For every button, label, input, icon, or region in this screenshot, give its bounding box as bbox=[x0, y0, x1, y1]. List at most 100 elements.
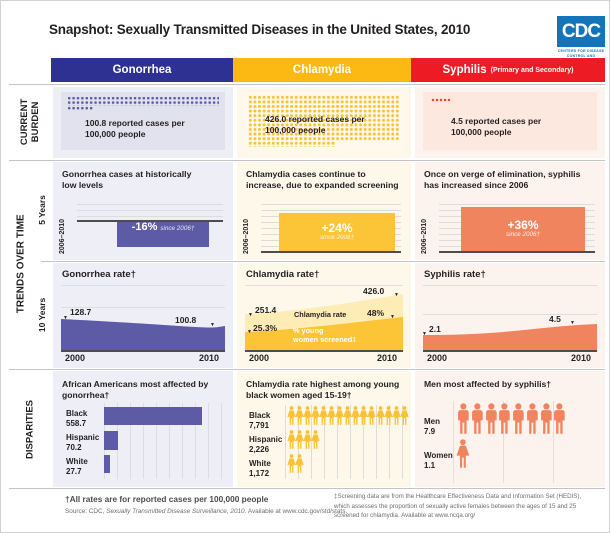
gonorrhea-start-value: 128.7 bbox=[70, 307, 92, 317]
chlamydia-burden-text: 426.0 reported cases per 100,000 people bbox=[265, 114, 365, 136]
x-axis-start: 2000 bbox=[65, 353, 86, 363]
baseline bbox=[77, 220, 223, 222]
x-axis-start: 2000 bbox=[249, 353, 270, 363]
gonorrhea-area-chart bbox=[61, 313, 225, 350]
chlamydia-header-label: Chlamydia bbox=[292, 64, 352, 76]
syphilis-10yr-title: Syphilis rate† bbox=[424, 269, 486, 280]
syphilis-change-bar: +36% since 2006† bbox=[461, 207, 585, 251]
down-marker: ▼ bbox=[390, 314, 395, 320]
chlamydia-5yr-chart: +24% since 2006† bbox=[261, 204, 401, 254]
syphilis-men-icons bbox=[456, 403, 566, 434]
gonorrhea-area-shape bbox=[61, 319, 225, 350]
gridline bbox=[423, 285, 597, 286]
syphilis-5yr-heading: Once on verge of elimination, syphilis h… bbox=[424, 169, 581, 190]
gonorrhea-10yr-title: Gonorrhea rate† bbox=[62, 269, 136, 280]
syphilis-women-label: Women 1.1 bbox=[424, 451, 453, 470]
chlamydia-black-label: Black 7,791 bbox=[249, 411, 271, 430]
gonorrhea-5yr-heading: Gonorrhea cases at historically low leve… bbox=[62, 169, 192, 190]
row-label-5-years: 5 Years bbox=[37, 195, 48, 225]
chlamydia-5yr-cell: Chlamydia cases continue to increase, du… bbox=[237, 162, 411, 260]
gonorrhea-10yr-cell: Gonorrhea rate† ▼ 128.7 100.8 ▼ 2000 201… bbox=[53, 263, 233, 368]
gridline bbox=[61, 285, 225, 286]
chlamydia-10yr-title: Chlamydia rate† bbox=[246, 269, 320, 280]
screened-series-label: % young women screened‡ bbox=[293, 326, 357, 345]
gonorrhea-dot-grid-partial bbox=[67, 106, 93, 111]
chlamydia-white-label: White 1,172 bbox=[249, 459, 271, 478]
gonorrhea-dot-grid bbox=[67, 96, 219, 106]
row-divider bbox=[9, 160, 605, 161]
chlamydia-disparities-heading: Chlamydia rate highest among young black… bbox=[246, 379, 400, 401]
gonorrhea-burden-box: 100.8 reported cases per 100,000 people bbox=[61, 92, 225, 150]
syphilis-5yr-chart: +36% since 2006† bbox=[439, 204, 595, 254]
row-label-trends-over-time: TRENDS OVER TIME bbox=[15, 214, 27, 314]
syphilis-header-label: Syphilis bbox=[442, 64, 487, 76]
chlamydia-hispanic-label: Hispanic 2,226 bbox=[249, 435, 283, 454]
baseline bbox=[245, 350, 403, 352]
x-axis-end: 2010 bbox=[570, 353, 591, 363]
chlamydia-rate-end: 426.0 bbox=[363, 286, 385, 296]
chlamydia-rate-series-label: Chlamydia rate bbox=[294, 310, 347, 319]
gonorrhea-5yr-chart: -16% since 2006† bbox=[77, 204, 223, 254]
chlamydia-area-chart bbox=[245, 292, 403, 350]
down-marker: ▼ bbox=[248, 312, 253, 318]
gonorrhea-burden-text: 100.8 reported cases per 100,000 people bbox=[85, 118, 185, 140]
gonorrhea-disparities-heading: African Americans most affected by gonor… bbox=[62, 379, 209, 401]
syphilis-area-shape bbox=[423, 324, 597, 350]
chlamydia-disparities-cell: Chlamydia rate highest among young black… bbox=[237, 371, 411, 487]
gonorrhea-white-bar bbox=[104, 455, 110, 473]
cdc-logo-text: CDC bbox=[561, 20, 601, 42]
syphilis-header-subtitle: (Primary and Secondary) bbox=[490, 66, 574, 74]
chlamydia-5yr-axis-label: 2006–2010 bbox=[243, 218, 250, 254]
syphilis-area-chart bbox=[423, 321, 597, 350]
gonorrhea-black-label: Black 558.7 bbox=[66, 409, 88, 428]
syphilis-men-label: Men 7.9 bbox=[424, 417, 440, 436]
gonorrhea-hispanic-bar bbox=[104, 431, 118, 450]
chlamydia-change-bar: +24% since 2006† bbox=[279, 213, 395, 251]
syphilis-5yr-cell: Once on verge of elimination, syphilis h… bbox=[415, 162, 605, 260]
baseline bbox=[61, 350, 225, 352]
syphilis-5yr-axis-label: 2006–2010 bbox=[421, 218, 428, 254]
down-marker: ▼ bbox=[422, 331, 427, 337]
x-axis-start: 2000 bbox=[427, 353, 448, 363]
down-marker: ▼ bbox=[570, 320, 575, 326]
chlamydia-10yr-cell: Chlamydia rate† 426.0 ▼ ▼ 251.4 Chlamydi… bbox=[237, 263, 411, 368]
chlamydia-dot-grid bbox=[248, 95, 400, 147]
down-marker: ▼ bbox=[247, 329, 252, 335]
row-label-disparities: DISPARITIES bbox=[24, 399, 36, 459]
syphilis-10yr-cell: Syphilis rate† ▼ 2.1 4.5 ▼ 2000 2010 bbox=[415, 263, 605, 368]
chlamydia-dot-grid-gap bbox=[336, 141, 400, 147]
chlamydia-hispanic-icons bbox=[287, 430, 320, 449]
chlamydia-black-icons bbox=[287, 406, 409, 425]
source-line: Source: CDC, Sexually Transmitted Diseas… bbox=[65, 508, 348, 515]
chlamydia-white-icons bbox=[287, 454, 304, 473]
gonorrhea-header-label: Gonorrhea bbox=[112, 64, 172, 76]
syphilis-disparities-heading: Men most affected by syphilis† bbox=[424, 379, 552, 389]
syphilis-burden-text: 4.5 reported cases per 100,000 people bbox=[451, 116, 542, 138]
row-divider bbox=[9, 369, 605, 370]
row-divider bbox=[9, 488, 605, 489]
syphilis-disparities-cell: Men most affected by syphilis† Men 7.9 W… bbox=[415, 371, 605, 487]
gonorrhea-bar-chart bbox=[104, 403, 223, 479]
down-marker: ▼ bbox=[63, 315, 68, 321]
gonorrhea-5yr-cell: Gonorrhea cases at historically low leve… bbox=[53, 162, 233, 260]
gonorrhea-change-bar: -16% since 2006† bbox=[117, 222, 209, 247]
screened-start: 25.3% bbox=[253, 323, 278, 333]
gonorrhea-hispanic-label: Hispanic 70.2 bbox=[66, 433, 100, 452]
down-marker: ▼ bbox=[394, 292, 399, 298]
column-header-chlamydia: Chlamydia bbox=[233, 58, 411, 82]
gridlines bbox=[77, 204, 223, 220]
gonorrhea-5yr-axis-label: 2006–2010 bbox=[59, 218, 66, 254]
syphilis-end-value: 4.5 bbox=[549, 314, 561, 324]
chlamydia-icon-chart bbox=[285, 405, 409, 479]
down-marker: ▼ bbox=[210, 322, 215, 328]
gridline bbox=[61, 307, 225, 308]
x-axis-end: 2010 bbox=[198, 353, 219, 363]
gonorrhea-black-bar bbox=[104, 407, 202, 425]
row-divider bbox=[9, 84, 605, 85]
row-divider bbox=[41, 261, 605, 262]
gridline bbox=[245, 285, 403, 286]
cdc-logo: CDC CENTERS FOR DISEASE CONTROL AND PREV… bbox=[557, 16, 605, 63]
chlamydia-area-shape bbox=[245, 294, 403, 350]
gonorrhea-white-label: White 27.7 bbox=[66, 457, 88, 476]
